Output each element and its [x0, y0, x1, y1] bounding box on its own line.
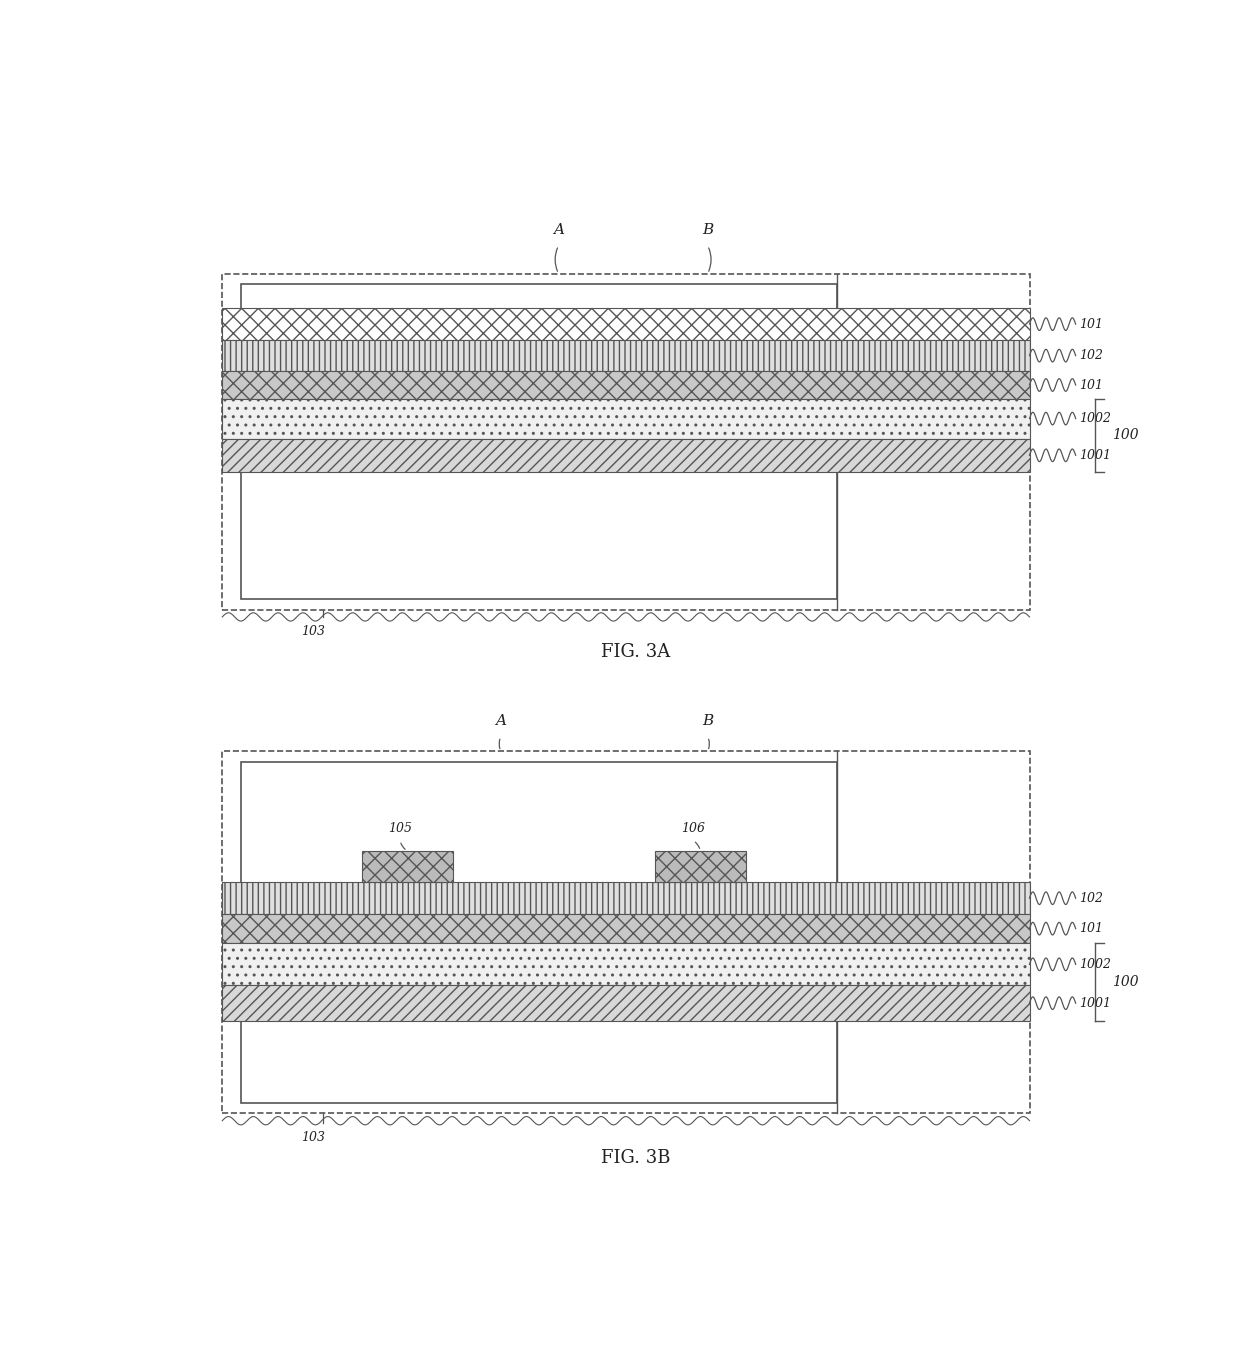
Text: 102: 102 — [1080, 349, 1104, 363]
Text: 100: 100 — [1112, 428, 1138, 443]
Bar — [222, 915, 1029, 943]
Text: FIG. 3A: FIG. 3A — [601, 642, 670, 661]
Bar — [222, 398, 1029, 439]
Bar — [222, 439, 1029, 472]
Bar — [222, 985, 1029, 1021]
Bar — [222, 339, 1029, 371]
Text: 102: 102 — [1080, 891, 1104, 905]
Text: FIG. 3B: FIG. 3B — [600, 1149, 671, 1168]
Text: 103: 103 — [301, 1131, 326, 1144]
Bar — [222, 943, 1029, 985]
Bar — [222, 751, 1029, 1114]
Text: 1002: 1002 — [1080, 412, 1111, 425]
Bar — [362, 851, 453, 882]
Text: B: B — [702, 714, 713, 728]
Text: A: A — [496, 714, 506, 728]
Bar — [222, 308, 1029, 339]
Text: B: B — [702, 224, 713, 237]
Bar — [655, 851, 746, 882]
Text: 105: 105 — [388, 822, 412, 836]
Text: 1002: 1002 — [1080, 958, 1111, 970]
Text: A: A — [553, 224, 564, 237]
Text: 101: 101 — [1080, 318, 1104, 331]
Bar — [242, 762, 837, 1103]
Bar — [222, 371, 1029, 398]
Bar — [222, 882, 1029, 915]
Text: 1001: 1001 — [1080, 448, 1111, 462]
Text: 106: 106 — [681, 822, 706, 836]
Text: 101: 101 — [1080, 379, 1104, 391]
Text: 103: 103 — [301, 626, 326, 638]
Text: 1001: 1001 — [1080, 996, 1111, 1010]
Text: 101: 101 — [1080, 923, 1104, 935]
Bar — [242, 285, 837, 600]
Text: 100: 100 — [1112, 975, 1138, 990]
Bar — [222, 274, 1029, 609]
